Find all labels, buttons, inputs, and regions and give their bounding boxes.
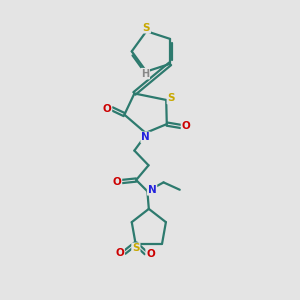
Text: S: S	[132, 243, 140, 253]
Text: N: N	[148, 185, 156, 195]
Text: H: H	[141, 69, 149, 79]
Text: O: O	[103, 104, 111, 114]
Text: N: N	[141, 132, 150, 142]
Text: O: O	[182, 122, 190, 131]
Text: O: O	[146, 249, 155, 259]
Text: S: S	[142, 23, 150, 33]
Text: S: S	[167, 94, 175, 103]
Text: O: O	[112, 176, 122, 187]
Text: O: O	[115, 248, 124, 258]
